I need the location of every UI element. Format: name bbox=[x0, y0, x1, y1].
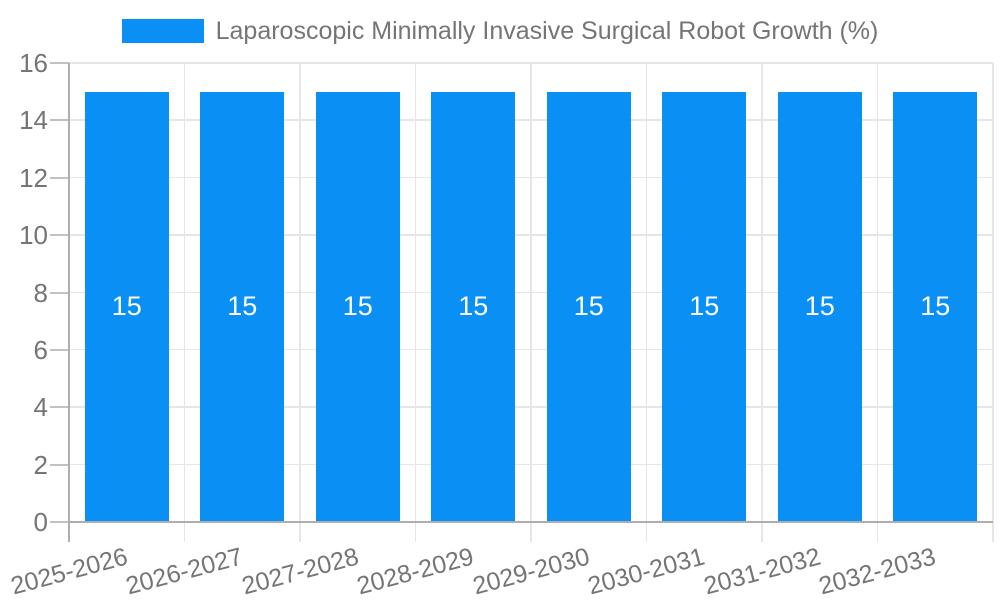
bar[interactable]: 15 bbox=[662, 91, 747, 522]
bar-value-label: 15 bbox=[111, 291, 142, 322]
bar-value-label: 15 bbox=[342, 291, 373, 322]
bar-value-label: 15 bbox=[227, 291, 258, 322]
gridline-vertical bbox=[876, 63, 878, 542]
legend-label: Laparoscopic Minimally Invasive Surgical… bbox=[215, 17, 879, 45]
gridline-horizontal bbox=[69, 62, 993, 64]
y-tick-label: 2 bbox=[33, 449, 48, 480]
bar-value-label: 15 bbox=[689, 291, 720, 322]
bar[interactable]: 15 bbox=[431, 91, 516, 522]
bar[interactable]: 15 bbox=[315, 91, 400, 522]
bar-value-label: 15 bbox=[573, 291, 604, 322]
y-axis-tick bbox=[50, 348, 69, 351]
y-tick-label: 0 bbox=[33, 507, 48, 537]
bar-value-label: 15 bbox=[920, 291, 951, 322]
bar[interactable]: 15 bbox=[84, 91, 169, 522]
x-axis-line bbox=[69, 521, 993, 523]
legend-swatch bbox=[121, 19, 204, 43]
bar-value-label: 15 bbox=[804, 291, 835, 322]
y-tick-label: 12 bbox=[19, 162, 48, 193]
gridline-vertical bbox=[645, 63, 647, 542]
y-axis-tick bbox=[50, 234, 69, 237]
gridline-vertical bbox=[414, 63, 416, 542]
y-axis-tick bbox=[50, 521, 69, 523]
chart-legend[interactable]: Laparoscopic Minimally Invasive Surgical… bbox=[0, 17, 1000, 45]
y-axis-tick bbox=[50, 176, 69, 179]
y-axis-line bbox=[68, 63, 70, 542]
bar[interactable]: 15 bbox=[200, 91, 285, 522]
plot-area: 15 15 15 15 15 15 15 15 bbox=[69, 62, 994, 542]
bar[interactable]: 15 bbox=[777, 91, 862, 522]
y-axis-tick bbox=[50, 119, 69, 122]
y-axis-tick bbox=[50, 62, 69, 64]
y-tick-label: 8 bbox=[33, 277, 48, 308]
y-tick-label: 4 bbox=[33, 392, 48, 423]
y-axis-tick bbox=[50, 291, 69, 294]
y-axis-tick bbox=[50, 406, 69, 409]
bar[interactable]: 15 bbox=[893, 91, 978, 522]
y-axis-tick bbox=[50, 463, 69, 466]
y-tick-label: 10 bbox=[19, 220, 48, 251]
y-tick-label: 14 bbox=[19, 105, 48, 136]
y-tick-label: 16 bbox=[19, 48, 48, 78]
bar[interactable]: 15 bbox=[546, 91, 631, 522]
gridline-vertical bbox=[183, 63, 185, 542]
gridline-vertical bbox=[299, 63, 301, 542]
gridline-vertical bbox=[530, 63, 532, 542]
y-tick-label: 6 bbox=[33, 334, 48, 365]
gridline-vertical bbox=[761, 63, 763, 542]
bar-value-label: 15 bbox=[458, 291, 489, 322]
gridline-vertical bbox=[992, 63, 994, 542]
